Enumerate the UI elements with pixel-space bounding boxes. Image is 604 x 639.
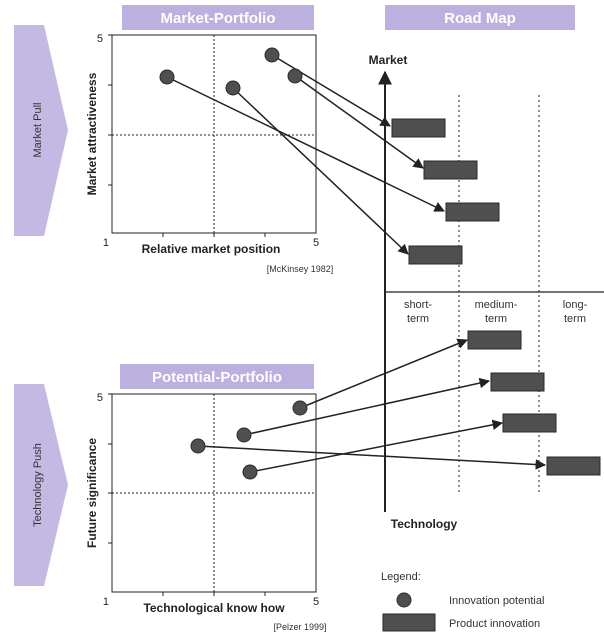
product-innovation-box (445, 202, 500, 222)
road-map-period-labels: short- term medium- term long- term (404, 299, 588, 325)
innovation-potential-dot (242, 464, 258, 480)
potential-y-axis-label: Future significance (85, 438, 99, 548)
innovation-potential-dot (292, 400, 308, 416)
product-innovation-box (546, 456, 601, 476)
connector-arrow (271, 54, 391, 127)
legend-dot-swatch (396, 592, 412, 608)
market-x-max-tick: 5 (313, 237, 319, 249)
period-long-line1: long- (563, 299, 588, 311)
period-medium-line2: term (485, 313, 507, 325)
potential-origin-tick: 1 (103, 596, 109, 608)
period-short-line2: term (407, 313, 429, 325)
technology-push-label: Technology Push (32, 443, 44, 527)
potential-x-max-tick: 5 (313, 596, 319, 608)
connector-arrow (166, 76, 445, 212)
market-product-boxes (391, 118, 500, 265)
market-connectors (166, 54, 445, 255)
connector-arrow (249, 419, 504, 473)
road-map-technology-label: Technology (391, 517, 458, 531)
innovation-potential-dot (190, 438, 206, 454)
market-origin-tick: 1 (103, 237, 109, 249)
market-portfolio-title: Market-Portfolio (160, 10, 275, 27)
connector-arrow (232, 87, 409, 255)
market-y-axis-label: Market attractiveness (85, 72, 99, 195)
period-medium-line1: medium- (475, 299, 518, 311)
period-long-line2: term (564, 313, 586, 325)
legend-box-swatch (382, 613, 436, 632)
road-map-title: Road Map (444, 10, 516, 27)
connector-arrow (197, 445, 547, 470)
market-portfolio-banner: Market-Portfolio (122, 5, 314, 30)
potential-portfolio-title: Potential-Portfolio (152, 369, 282, 386)
innovation-potential-dot (225, 80, 241, 96)
product-innovation-box (391, 118, 446, 138)
market-portfolio-chart (108, 34, 317, 237)
potential-portfolio-chart (108, 393, 317, 596)
period-short-line1: short- (404, 299, 432, 311)
market-source-citation: [McKinsey 1982] (267, 264, 334, 274)
legend: Legend: Innovation potential Product inn… (381, 571, 544, 632)
connector-arrow (243, 377, 491, 436)
road-map-banner: Road Map (385, 5, 575, 30)
road-map (378, 70, 604, 512)
market-x-axis-label: Relative market position (142, 242, 281, 256)
innovation-potential-dot (264, 47, 280, 63)
market-pull-label: Market Pull (32, 102, 44, 157)
legend-title: Legend: (381, 571, 421, 583)
connector-arrow (299, 338, 468, 409)
market-y-max-tick: 5 (97, 33, 103, 45)
potential-innovation-dots (190, 400, 308, 480)
road-map-market-label: Market (369, 53, 408, 67)
potential-x-axis-label: Technological know how (143, 601, 285, 615)
potential-product-boxes (467, 330, 601, 476)
product-innovation-box (490, 372, 545, 392)
market-pull-arrow: Market Pull (14, 25, 68, 236)
product-innovation-box (502, 413, 557, 433)
potential-y-max-tick: 5 (97, 392, 103, 404)
market-innovation-dots (159, 47, 303, 96)
innovation-potential-dot (287, 68, 303, 84)
legend-innovation-potential: Innovation potential (449, 595, 544, 607)
innovation-potential-dot (236, 427, 252, 443)
technology-push-arrow: Technology Push (14, 384, 68, 586)
innovation-potential-dot (159, 69, 175, 85)
product-innovation-box (423, 160, 478, 180)
potential-connectors (197, 338, 547, 473)
connector-arrow (294, 75, 424, 169)
legend-product-innovation: Product innovation (449, 618, 540, 630)
product-innovation-box (467, 330, 522, 350)
potential-source-citation: [Pelzer 1999] (273, 622, 326, 632)
product-innovation-box (408, 245, 463, 265)
potential-portfolio-banner: Potential-Portfolio (120, 364, 314, 389)
